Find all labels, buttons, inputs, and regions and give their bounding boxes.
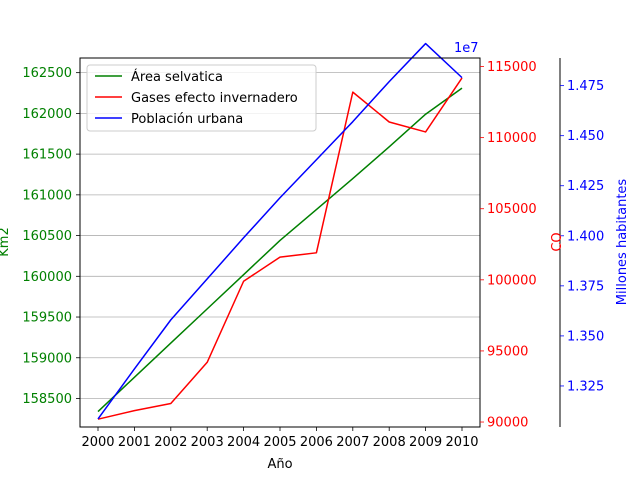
x-tick-label: 2010 [445, 435, 478, 450]
legend-box [86, 64, 317, 132]
left-tick-label: 159000 [22, 351, 72, 366]
x-tick-label: 2001 [118, 435, 151, 450]
left-tick-label: 159500 [22, 311, 72, 326]
left-tick-label: 160500 [22, 229, 72, 244]
right2-offset-label: 1e7 [454, 41, 479, 56]
x-tick-label: 2008 [373, 435, 406, 450]
legend: Área selvatica Gases efecto invernadero Po… [86, 64, 317, 132]
x-tick-label: 2002 [154, 435, 187, 450]
right1-tick-label: 110000 [487, 131, 537, 146]
right2-tick-label: 1.450 [567, 129, 604, 144]
left-axis: 158500 159000 159500 160000 160500 161000 1615… [22, 66, 80, 407]
x-axis-label: Año [267, 457, 292, 472]
x-tick-label: 2004 [227, 435, 260, 450]
right1-axis-label: CO [550, 232, 565, 251]
series-line [97, 87, 463, 413]
series-line [97, 42, 463, 420]
left-tick-label: 160000 [22, 270, 72, 285]
left-tick-label: 161000 [22, 188, 72, 203]
x-tick-label: 2000 [81, 435, 114, 450]
plot-lines [97, 42, 463, 420]
left-tick-label: 162000 [22, 107, 72, 122]
series-line [97, 77, 463, 420]
legend-label: Área selvatica [131, 69, 223, 85]
legend-label: Población urbana [131, 112, 243, 127]
right1-tick-label: 95000 [487, 344, 528, 359]
right2-tick-label: 1.475 [567, 79, 604, 94]
x-tick-label: 2006 [300, 435, 333, 450]
right2-tick-label: 1.425 [567, 179, 604, 194]
right-axis-population: 1.325 1.350 1.375 1.400 1.425 1.450 1.475 [559, 58, 604, 427]
right2-tick-label: 1.400 [567, 229, 604, 244]
right2-tick-label: 1.350 [567, 329, 604, 344]
right1-tick-label: 100000 [487, 273, 537, 288]
x-tick-label: 2005 [263, 435, 296, 450]
right1-tick-label: 105000 [487, 202, 537, 217]
right2-axis-label: Millones habitantes [615, 179, 630, 306]
x-tick-label: 2009 [409, 435, 442, 450]
right1-tick-label: 90000 [487, 416, 528, 431]
right-axis-co: 90000 95000 100000 105000 110000 115000 [480, 60, 537, 431]
x-tick-label: 2003 [191, 435, 224, 450]
legend-label: Gases efecto invernadero [131, 91, 298, 106]
left-axis-label: Km2 [0, 227, 12, 256]
x-axis: 2000 2001 2002 2003 2004 2005 2006 2007 2008 2009… [81, 427, 479, 450]
left-tick-label: 161500 [22, 148, 72, 163]
right2-tick-label: 1.325 [567, 379, 604, 394]
right1-tick-label: 115000 [487, 60, 537, 75]
left-tick-label: 158500 [22, 392, 72, 407]
x-tick-label: 2007 [336, 435, 369, 450]
left-tick-label: 162500 [22, 66, 72, 81]
right2-tick-label: 1.375 [567, 279, 604, 294]
